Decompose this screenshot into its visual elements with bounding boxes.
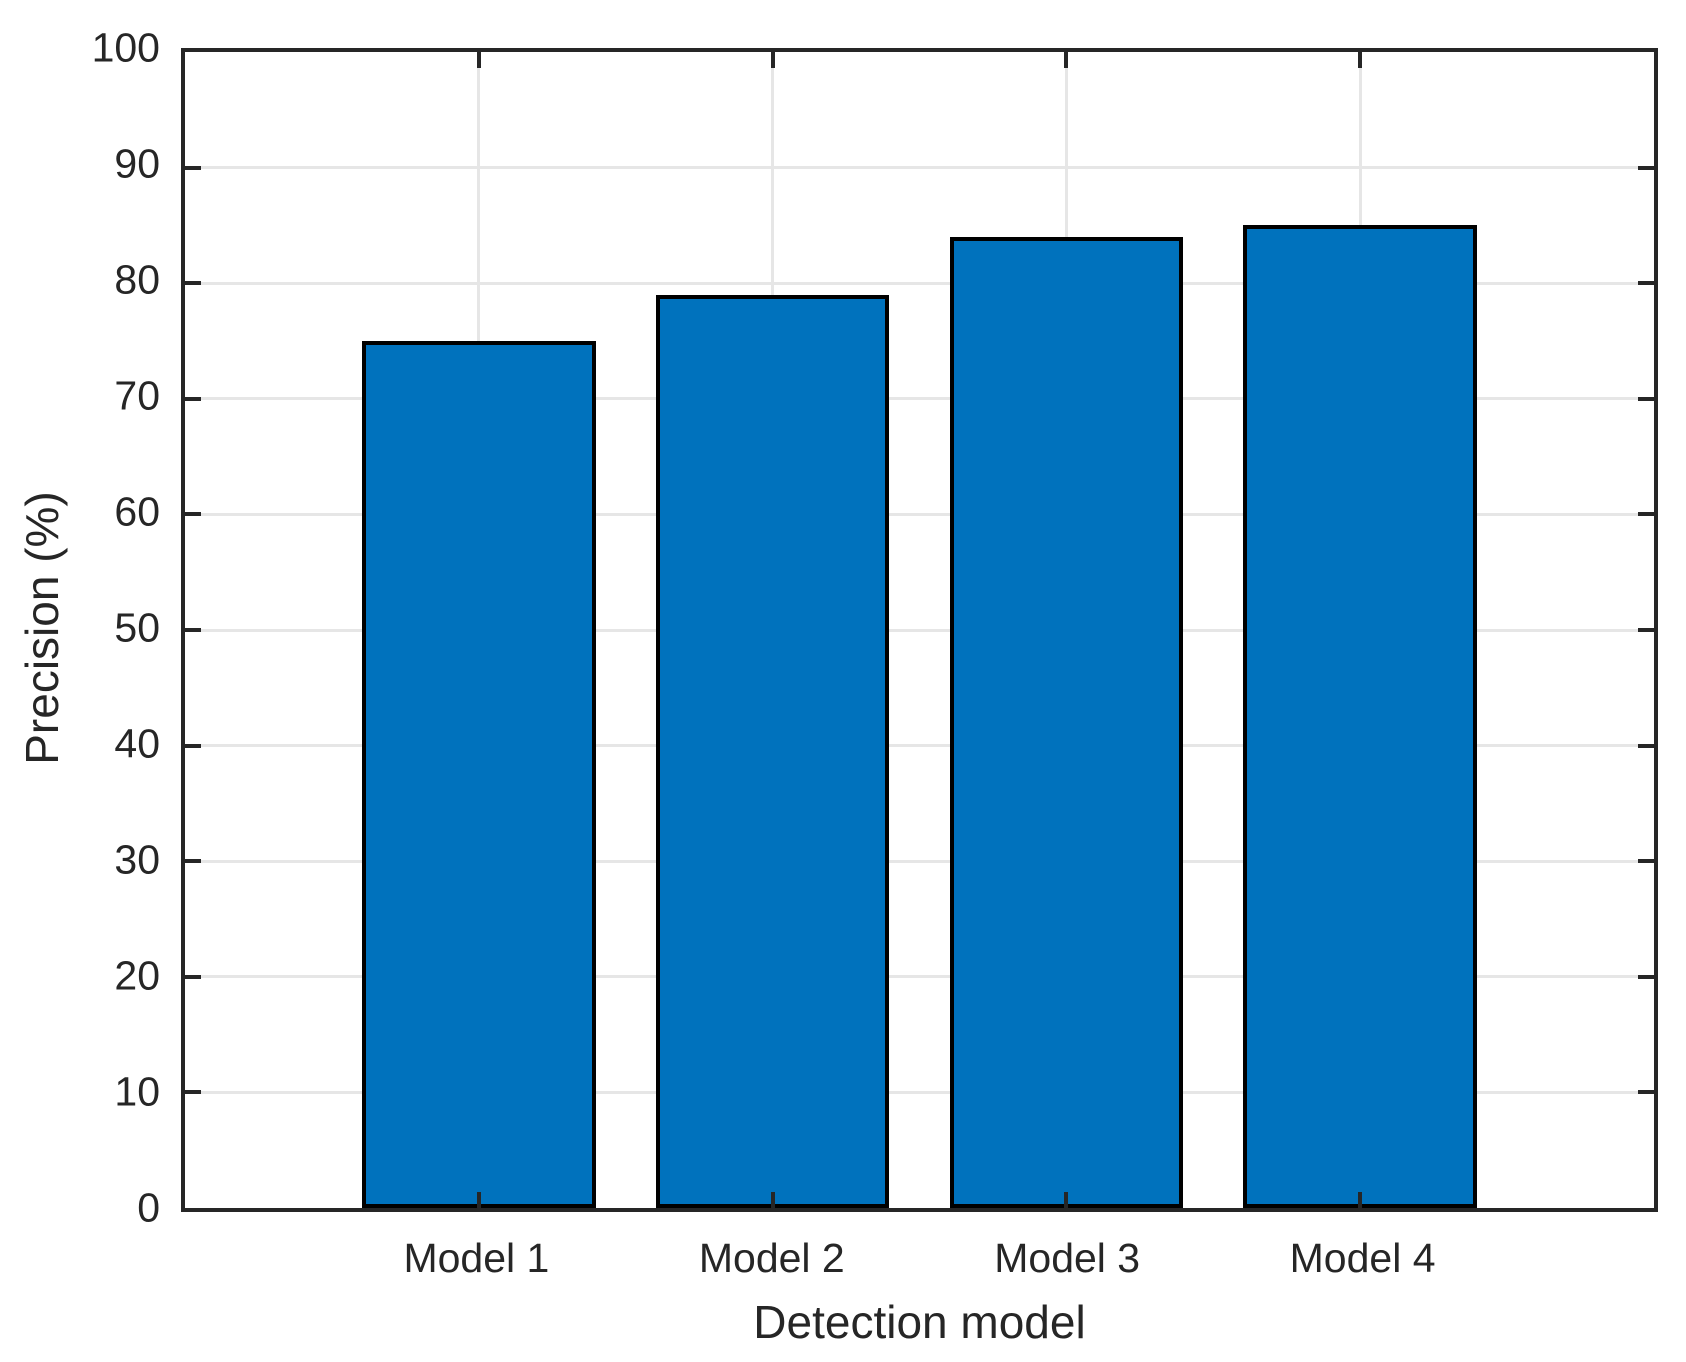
y-tick-mark [1638,512,1654,517]
bar-model-3 [949,236,1184,1208]
y-tick-label: 0 [137,1184,160,1231]
y-gridline [185,512,1654,516]
y-tick-mark [1638,396,1654,401]
y-tick-mark [185,743,201,748]
y-tick-label: 30 [114,836,160,883]
y-tick-mark [1638,628,1654,632]
y-axis-tick-labels: 0 10 20 30 40 50 60 70 80 90 100 [0,27,160,1228]
bar-model-1 [362,341,596,1208]
y-gridline [185,166,1654,170]
y-tick-mark [185,1090,201,1095]
x-tick-mark [1358,52,1363,68]
y-tick-label: 100 [91,24,160,71]
x-axis-label: Detection model [753,1296,1086,1348]
y-tick-label: 60 [114,488,160,535]
y-gridline [185,975,1654,979]
y-tick-mark [185,859,201,864]
x-axis-tick-labels: Model 1 Model 2 Model 3 Model 4 [181,1230,1658,1286]
y-gridline [185,859,1654,863]
x-tick-mark [770,52,775,68]
y-tick-mark [185,628,201,632]
y-tick-label: 70 [114,372,160,419]
y-tick-mark [185,974,201,979]
y-tick-label: 40 [114,720,160,767]
y-tick-mark [185,512,201,517]
x-tick-label: Model 4 [1289,1235,1436,1281]
y-tick-mark [1638,1090,1654,1095]
y-gridline [185,1090,1654,1094]
y-tick-label: 50 [114,604,160,651]
y-tick-mark [185,165,201,170]
y-tick-label: 20 [114,952,160,999]
x-tick-mark [1064,1192,1069,1208]
x-tick-mark [770,1192,775,1208]
y-tick-mark [1638,974,1654,979]
y-tick-mark [185,281,201,286]
y-tick-mark [1638,165,1654,170]
x-tick-label: Model 2 [698,1235,845,1281]
x-tick-mark [1064,52,1069,68]
y-gridline [185,281,1654,285]
plot-area [181,48,1658,1212]
axis-ticks [185,52,1654,1208]
x-tick-mark [476,52,481,68]
y-tick-mark [1638,281,1654,286]
y-tick-mark [1638,859,1654,864]
x-tick-mark [476,1192,481,1208]
y-tick-mark [1638,743,1654,748]
bar-model-4 [1243,225,1477,1208]
x-tick-mark [1358,1192,1363,1208]
y-tick-mark [185,396,201,401]
y-tick-label: 90 [114,140,160,187]
y-gridline [185,744,1654,748]
y-gridline [185,397,1654,401]
y-gridline [185,628,1654,632]
x-tick-label: Model 1 [403,1235,550,1281]
x-tick-label: Model 3 [994,1235,1141,1281]
y-tick-label: 80 [114,256,160,303]
y-tick-label: 10 [114,1068,160,1115]
